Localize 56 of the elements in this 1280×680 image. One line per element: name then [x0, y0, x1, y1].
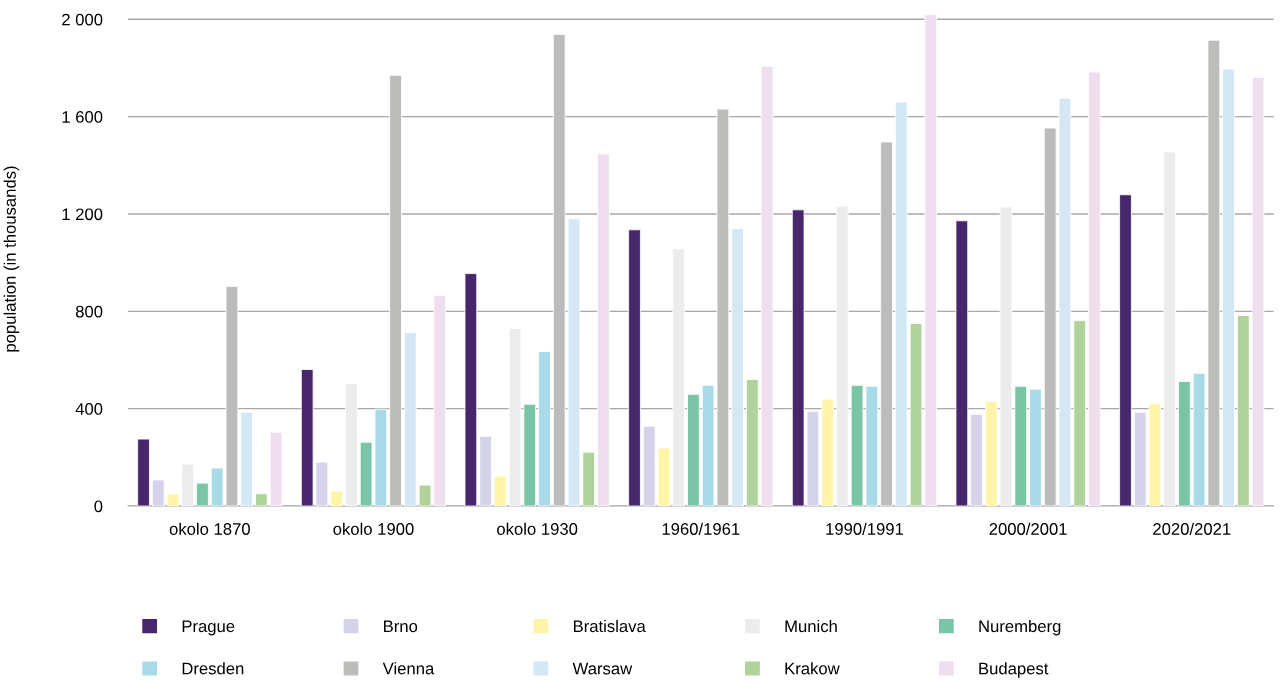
bar	[538, 351, 551, 506]
bar	[1178, 380, 1191, 506]
bar	[255, 493, 268, 506]
y-tick-label: 800	[75, 305, 103, 318]
y-axis-title: population (in thousands)	[3, 166, 20, 352]
bar	[746, 379, 759, 506]
legend-label: Nuremberg	[979, 619, 1061, 636]
bar	[389, 74, 402, 506]
legend-label: Budapest	[979, 662, 1049, 678]
bar	[880, 141, 893, 506]
bar	[494, 475, 507, 506]
bar	[628, 229, 641, 506]
bar	[137, 438, 150, 506]
bar	[1222, 68, 1235, 506]
bar	[687, 393, 700, 506]
legend-label: Vienna	[382, 662, 435, 675]
bar	[479, 435, 492, 506]
bar	[240, 411, 253, 506]
legend-label: Prague	[182, 620, 235, 636]
x-tick-label: 1990/1991	[826, 522, 904, 535]
legend-label: Munich	[785, 619, 837, 633]
bar	[1119, 194, 1132, 506]
bar	[597, 153, 610, 506]
bar	[955, 220, 969, 506]
bar	[1029, 388, 1042, 506]
bar	[821, 398, 834, 506]
bar	[731, 228, 744, 506]
y-tick-label: 1 200	[62, 208, 103, 221]
x-tick-label: okolo 1870	[169, 522, 250, 535]
y-tick-label: 1 600	[62, 111, 103, 123]
legend-label: Dresden	[182, 662, 244, 675]
y-tick-label: 400	[75, 403, 103, 415]
bar	[1251, 76, 1265, 506]
legend-label: Bratislava	[573, 619, 646, 633]
bar	[196, 482, 209, 506]
bar	[1088, 71, 1101, 506]
x-tick-label: okolo 1900	[333, 522, 414, 535]
bar	[1073, 320, 1086, 506]
bar	[330, 490, 343, 506]
x-tick-label: 2000/2001	[989, 522, 1067, 535]
legend-label: Krakow	[785, 662, 840, 675]
bar	[269, 431, 283, 506]
bar	[1163, 151, 1176, 506]
bar	[1237, 315, 1250, 506]
x-tick-label: 1960/1961	[662, 522, 740, 535]
y-tick-label: 2 000	[62, 13, 103, 26]
bar	[760, 65, 774, 506]
bar	[836, 205, 849, 506]
y-tick-label: 0	[94, 500, 103, 513]
legend-label: Brno	[384, 620, 418, 633]
bar	[970, 413, 983, 506]
bar	[464, 273, 478, 506]
x-tick-label: okolo 1930	[497, 522, 578, 535]
x-tick-label: 2020/2021	[1153, 522, 1231, 535]
bar	[345, 382, 358, 506]
legend-label: Warsaw	[572, 662, 633, 675]
